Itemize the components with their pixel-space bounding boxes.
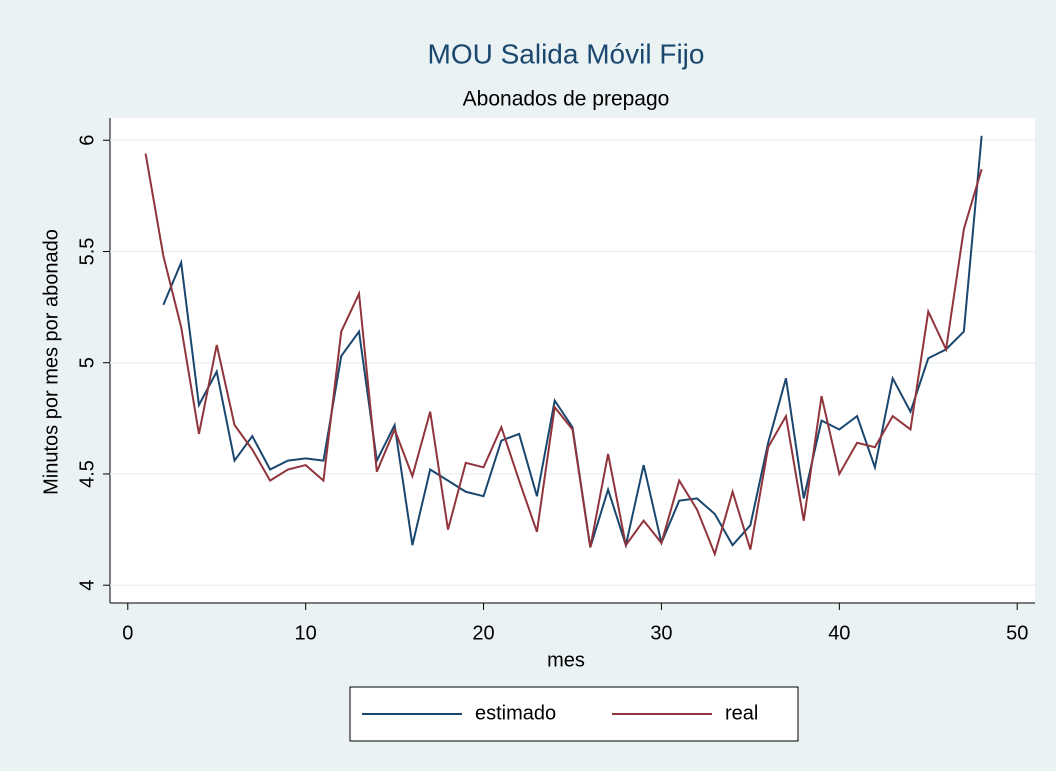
y-tick-label: 4 bbox=[76, 580, 98, 591]
line-series bbox=[144, 153, 983, 558]
x-tick-label: 40 bbox=[828, 622, 850, 644]
y-tick-label: 6 bbox=[76, 135, 98, 146]
y-tick-label: 4.5 bbox=[76, 460, 98, 488]
legend-label: estimado bbox=[475, 702, 556, 724]
plot-area bbox=[110, 118, 1035, 603]
x-tick-label: 10 bbox=[295, 622, 317, 644]
y-axis-title: Minutos por mes por abonado bbox=[40, 229, 62, 495]
legend-label: real bbox=[725, 702, 758, 724]
x-tick-label: 0 bbox=[122, 622, 133, 644]
y-tick-label: 5 bbox=[76, 357, 98, 368]
chart-subtitle: Abonados de prepago bbox=[463, 88, 670, 111]
y-tick-label: 5.5 bbox=[76, 238, 98, 266]
x-tick-label: 20 bbox=[472, 622, 494, 644]
line-series bbox=[162, 135, 983, 549]
x-axis-title: mes bbox=[547, 649, 585, 671]
x-tick-label: 30 bbox=[650, 622, 672, 644]
x-tick-label: 50 bbox=[1006, 622, 1028, 644]
chart-title: MOU Salida Móvil Fijo bbox=[428, 38, 705, 69]
